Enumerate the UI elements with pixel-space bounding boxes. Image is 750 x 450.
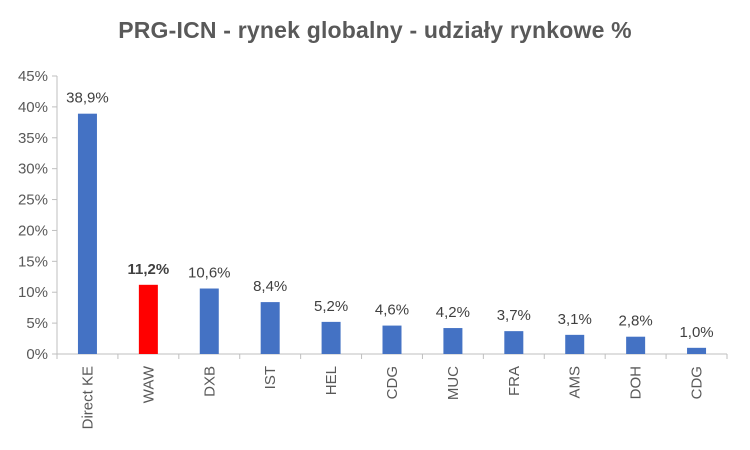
x-category-label: WAW [140,365,157,403]
bar [382,325,402,354]
y-tick-label: 5% [26,315,48,332]
data-label: 4,2% [436,304,470,321]
y-tick-label: 45% [18,68,48,85]
y-tick-label: 40% [18,99,48,116]
data-label: 4,6% [375,302,409,319]
bar [565,334,585,354]
y-tick-label: 15% [18,253,48,270]
x-category-label: CDG [689,366,706,399]
bar [687,347,707,354]
x-category-label: HEL [323,366,340,395]
y-tick-label: 30% [18,161,48,178]
y-tick-label: 35% [18,130,48,147]
data-label: 11,2% [128,261,170,278]
x-category-label: Direct KE [79,366,96,429]
bar [504,331,524,354]
x-category-label: FRA [506,366,523,396]
data-label: 3,7% [497,307,531,324]
x-category-label: MUC [445,366,462,400]
y-tick-label: 0% [26,346,48,363]
data-label: 10,6% [188,265,231,282]
y-tick-label: 25% [18,192,48,209]
bar [260,302,280,354]
bar [443,328,463,354]
data-label: 8,4% [253,278,287,295]
chart-title: PRG-ICN - rynek globalny - udziały rynko… [118,17,632,43]
x-category-label: AMS [567,366,584,399]
bar [626,336,646,354]
data-label: 2,8% [619,313,653,330]
bar [138,284,158,354]
bar [77,113,97,354]
data-label: 38,9% [66,90,109,107]
x-category-label: IST [262,366,279,389]
y-tick-label: 10% [18,284,48,301]
x-category-label: CDG [384,366,401,399]
x-category-label: DXB [201,366,218,397]
data-label: 3,1% [558,311,592,328]
bar [199,288,219,354]
data-label: 5,2% [314,298,348,315]
bar [321,321,341,354]
data-label: 1,0% [679,324,713,341]
y-tick-label: 20% [18,222,48,239]
x-category-label: DOH [628,366,645,399]
